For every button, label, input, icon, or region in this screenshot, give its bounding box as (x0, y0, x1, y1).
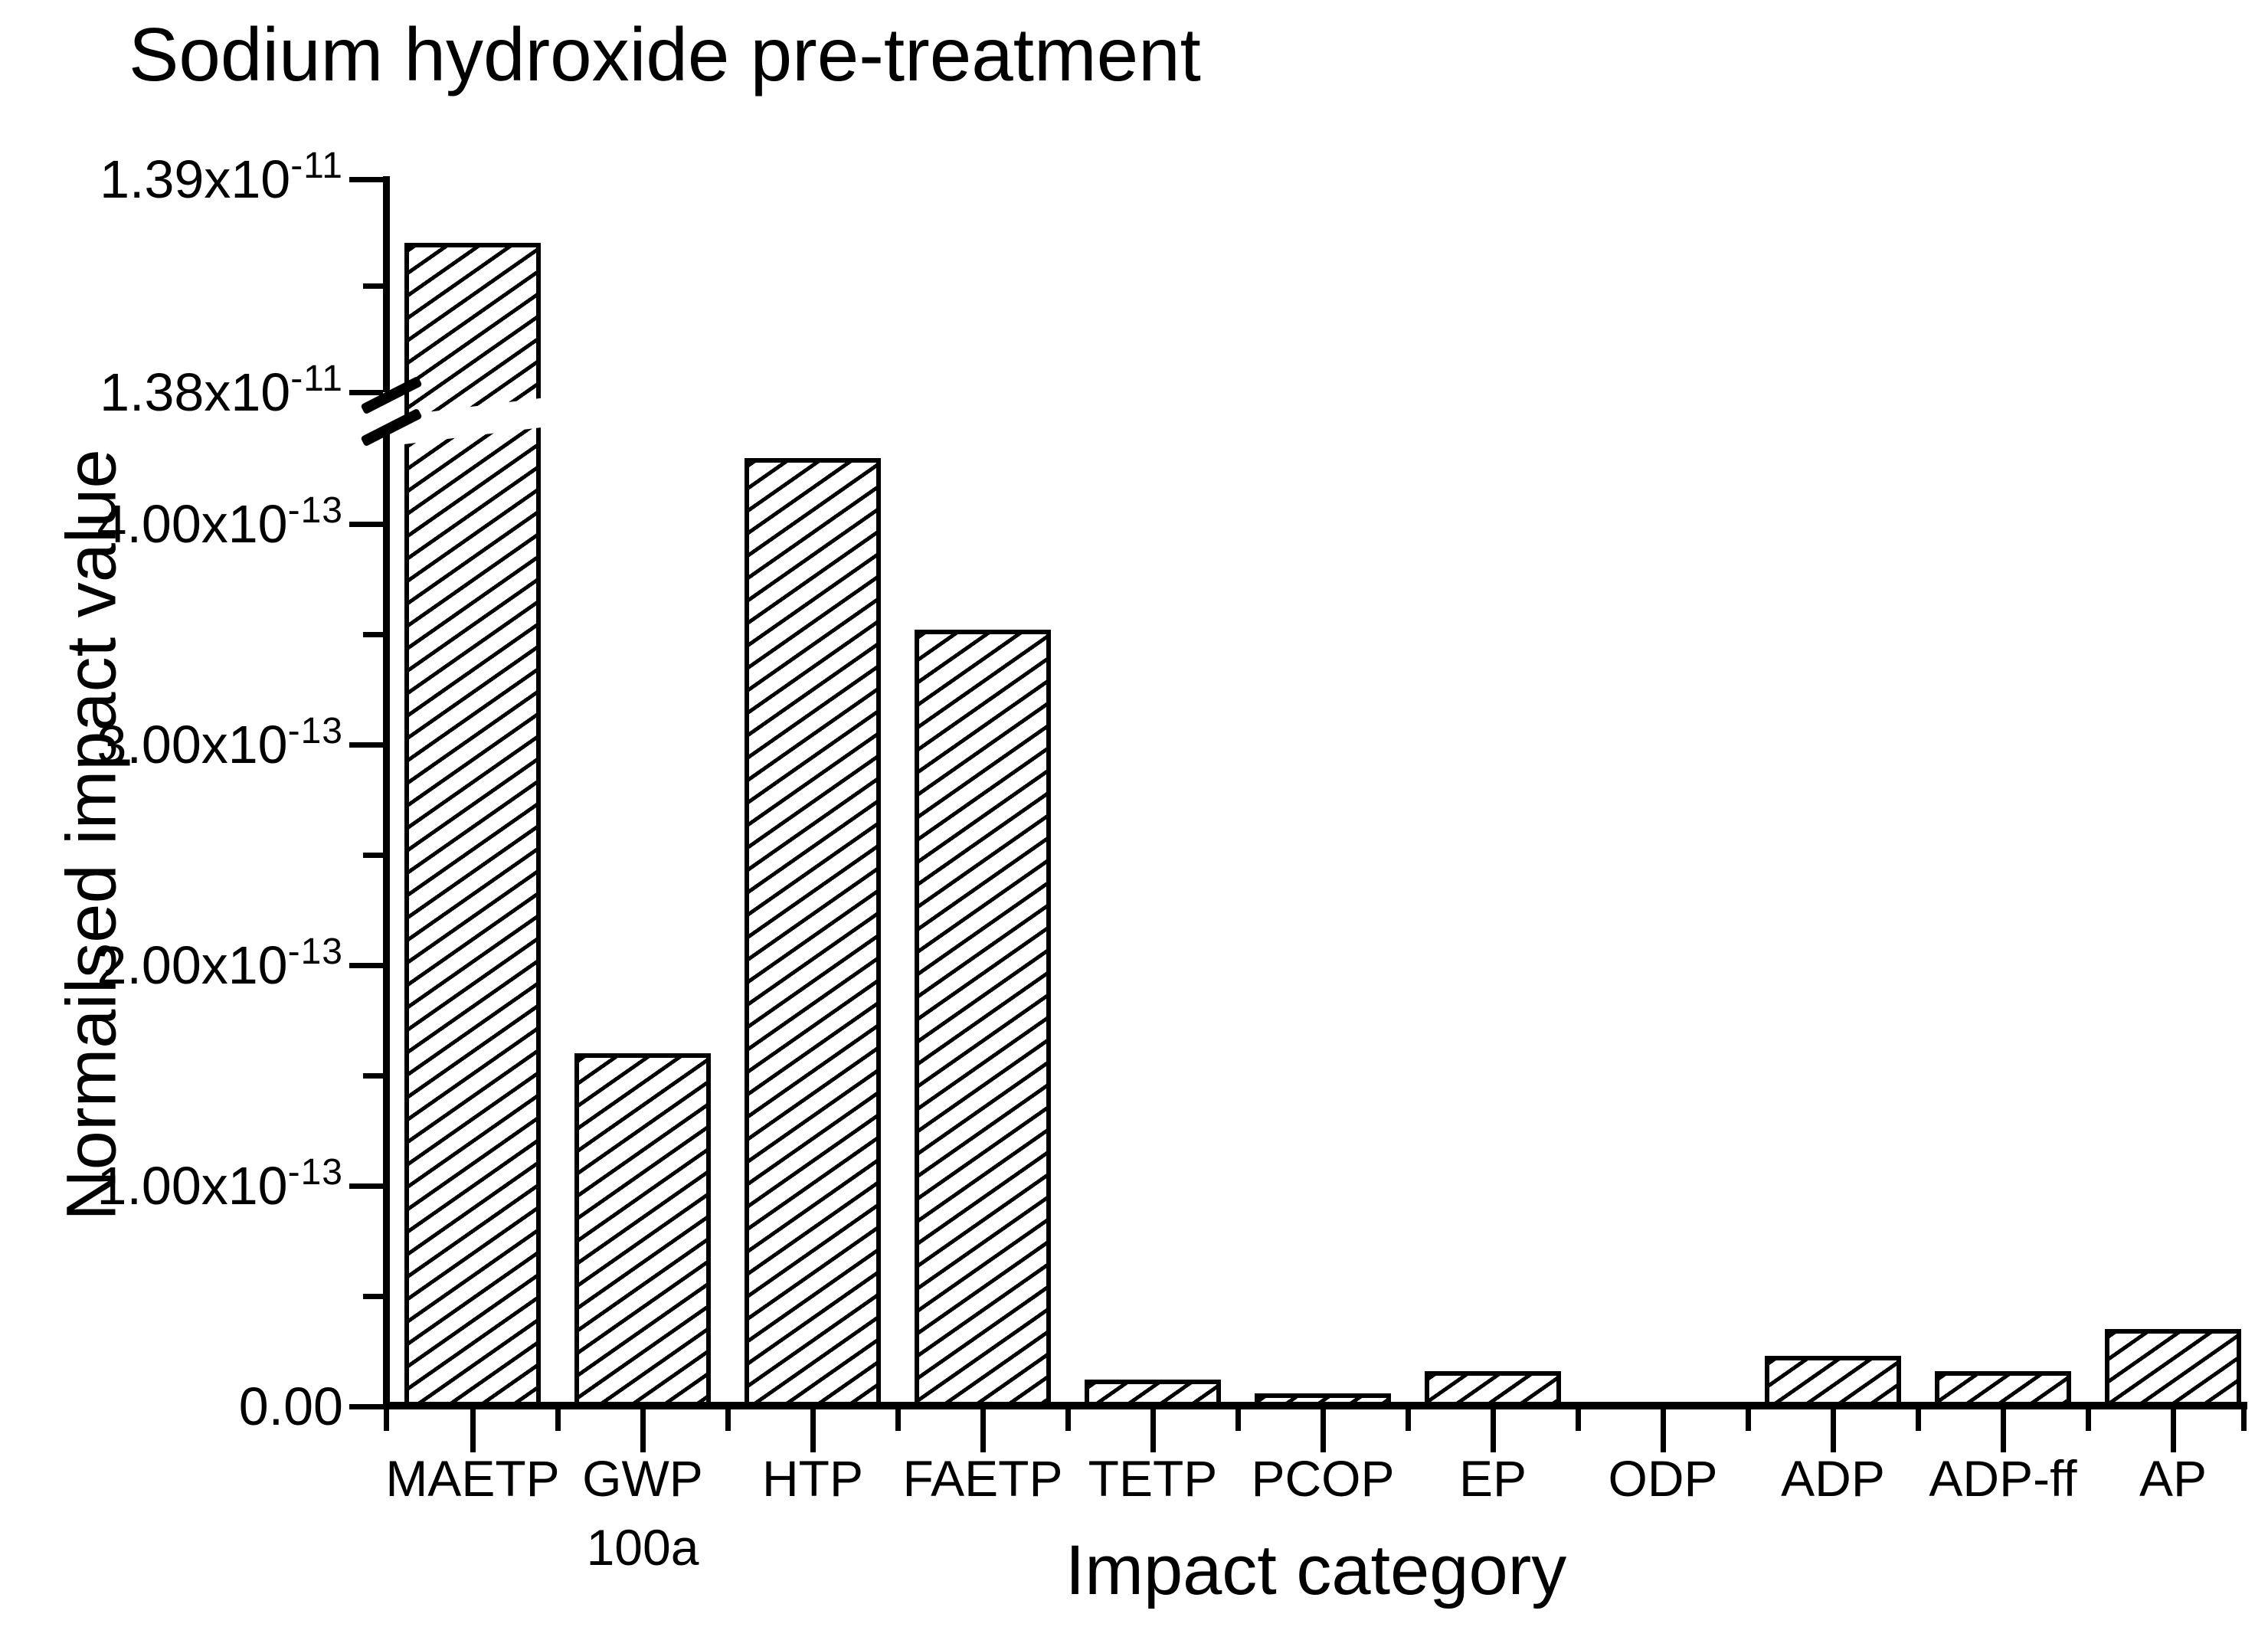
x-major-tick (1491, 1409, 1496, 1452)
bar-faetp (915, 630, 1051, 1406)
y-minor-tick (363, 283, 383, 289)
y-tick-label-exponent: -13 (287, 711, 343, 751)
y-minor-tick (363, 853, 383, 858)
y-tick-label: 4.00x10-13 (97, 490, 343, 555)
y-tick-label-mantissa: 1.38x10 (100, 362, 291, 422)
y-minor-tick (363, 1294, 383, 1299)
x-major-tick (2001, 1409, 2006, 1452)
y-tick-label: 3.00x10-13 (97, 711, 343, 775)
y-major-tick (349, 390, 383, 395)
x-major-tick (810, 1409, 816, 1452)
category-label-text: ADP-ff (1929, 1450, 2077, 1507)
x-minor-tick (384, 1409, 389, 1431)
x-major-tick (1150, 1409, 1156, 1452)
y-tick-label-exponent: -13 (287, 490, 343, 531)
x-tick-label-ep: EP (1459, 1449, 1527, 1508)
y-tick-label-mantissa: 2.00x10 (97, 935, 288, 995)
y-tick-label-exponent: -11 (290, 146, 343, 186)
chart-title: Sodium hydroxide pre-treatment (129, 12, 1201, 97)
x-tick-label-odp: ODP (1608, 1449, 1717, 1508)
x-major-tick (2171, 1409, 2176, 1452)
bar-adp-ff (1935, 1371, 2071, 1406)
y-tick-label: 1.39x10-11 (100, 146, 343, 210)
x-major-tick (470, 1409, 476, 1452)
category-label-text: PCOP (1251, 1450, 1395, 1507)
x-tick-label-htp: HTP (762, 1449, 863, 1508)
y-tick-label-exponent: -11 (290, 358, 343, 399)
category-label-text: TETP (1088, 1450, 1218, 1507)
y-major-tick (349, 177, 383, 182)
category-label-text: ADP (1781, 1450, 1885, 1507)
bar-tetp (1085, 1380, 1221, 1406)
x-minor-tick (725, 1409, 731, 1431)
category-label-subtext: 100a (586, 1519, 699, 1576)
x-tick-label-pcop: PCOP (1251, 1449, 1394, 1508)
x-tick-label-gwp: GWP 100a (582, 1449, 703, 1576)
category-label-text: ODP (1608, 1450, 1718, 1507)
y-tick-label-mantissa: 0.00 (238, 1377, 343, 1436)
y-tick-label: 0.00 (239, 1376, 343, 1437)
y-axis-line-upper-segment (383, 176, 390, 392)
category-label-text: HTP (762, 1450, 863, 1507)
x-tick-label-ap: AP (2139, 1449, 2207, 1508)
bar-pcop (1255, 1393, 1391, 1406)
x-tick-label-maetp: MAETP (385, 1449, 559, 1508)
y-tick-label-mantissa: 1.39x10 (100, 149, 291, 209)
y-tick-label-exponent: -13 (287, 1152, 343, 1193)
y-major-tick (349, 522, 383, 527)
y-major-tick (349, 963, 383, 968)
x-minor-tick (1235, 1409, 1241, 1431)
y-axis-title: Normailsed impact value (52, 449, 131, 1221)
x-major-tick (1831, 1409, 1836, 1452)
bar-maetp-lower-part (404, 416, 541, 1406)
y-major-tick (349, 1404, 383, 1409)
bar-adp (1765, 1356, 1901, 1406)
x-tick-label-tetp: TETP (1088, 1449, 1218, 1508)
x-tick-label-faetp: FAETP (902, 1449, 1062, 1508)
y-tick-label-exponent: -13 (287, 931, 343, 972)
x-major-tick (980, 1409, 986, 1452)
x-minor-tick (1916, 1409, 1921, 1431)
x-major-tick (1661, 1409, 1666, 1452)
y-tick-label: 1.38x10-11 (100, 358, 343, 423)
bar-gwp-100a (574, 1053, 711, 1406)
y-tick-label-mantissa: 3.00x10 (97, 715, 288, 774)
x-minor-tick (1746, 1409, 1751, 1431)
bar-maetp-upper-part (404, 243, 541, 425)
category-label-text: AP (2139, 1450, 2207, 1507)
bar-htp (745, 458, 881, 1406)
y-tick-label: 2.00x10-13 (97, 931, 343, 996)
x-minor-tick (555, 1409, 561, 1431)
x-minor-tick (2241, 1409, 2247, 1431)
y-minor-tick (363, 632, 383, 637)
y-major-tick (349, 742, 383, 748)
x-minor-tick (1406, 1409, 1411, 1431)
x-major-tick (640, 1409, 646, 1452)
y-major-tick (349, 1183, 383, 1189)
bar-ap (2105, 1329, 2241, 1406)
category-label-text: EP (1458, 1450, 1527, 1507)
y-tick-label-mantissa: 1.00x10 (97, 1156, 288, 1216)
x-minor-tick (2086, 1409, 2091, 1431)
x-minor-tick (895, 1409, 901, 1431)
category-label-text: GWP (582, 1450, 703, 1507)
y-axis-line-lower-segment (383, 426, 390, 1409)
y-tick-label-mantissa: 4.00x10 (97, 494, 288, 554)
y-tick-label: 1.00x10-13 (97, 1152, 343, 1216)
x-minor-tick (1065, 1409, 1071, 1431)
x-major-tick (1321, 1409, 1326, 1452)
x-minor-tick (1576, 1409, 1581, 1431)
x-tick-label-adp-ff: ADP-ff (1929, 1449, 2077, 1508)
x-axis-title: Impact category (1065, 1531, 1567, 1609)
category-label-text: FAETP (902, 1450, 1063, 1507)
y-minor-tick (363, 1073, 383, 1079)
category-label-text: MAETP (385, 1450, 560, 1507)
x-tick-label-adp: ADP (1781, 1449, 1885, 1508)
bar-ep (1425, 1371, 1561, 1406)
